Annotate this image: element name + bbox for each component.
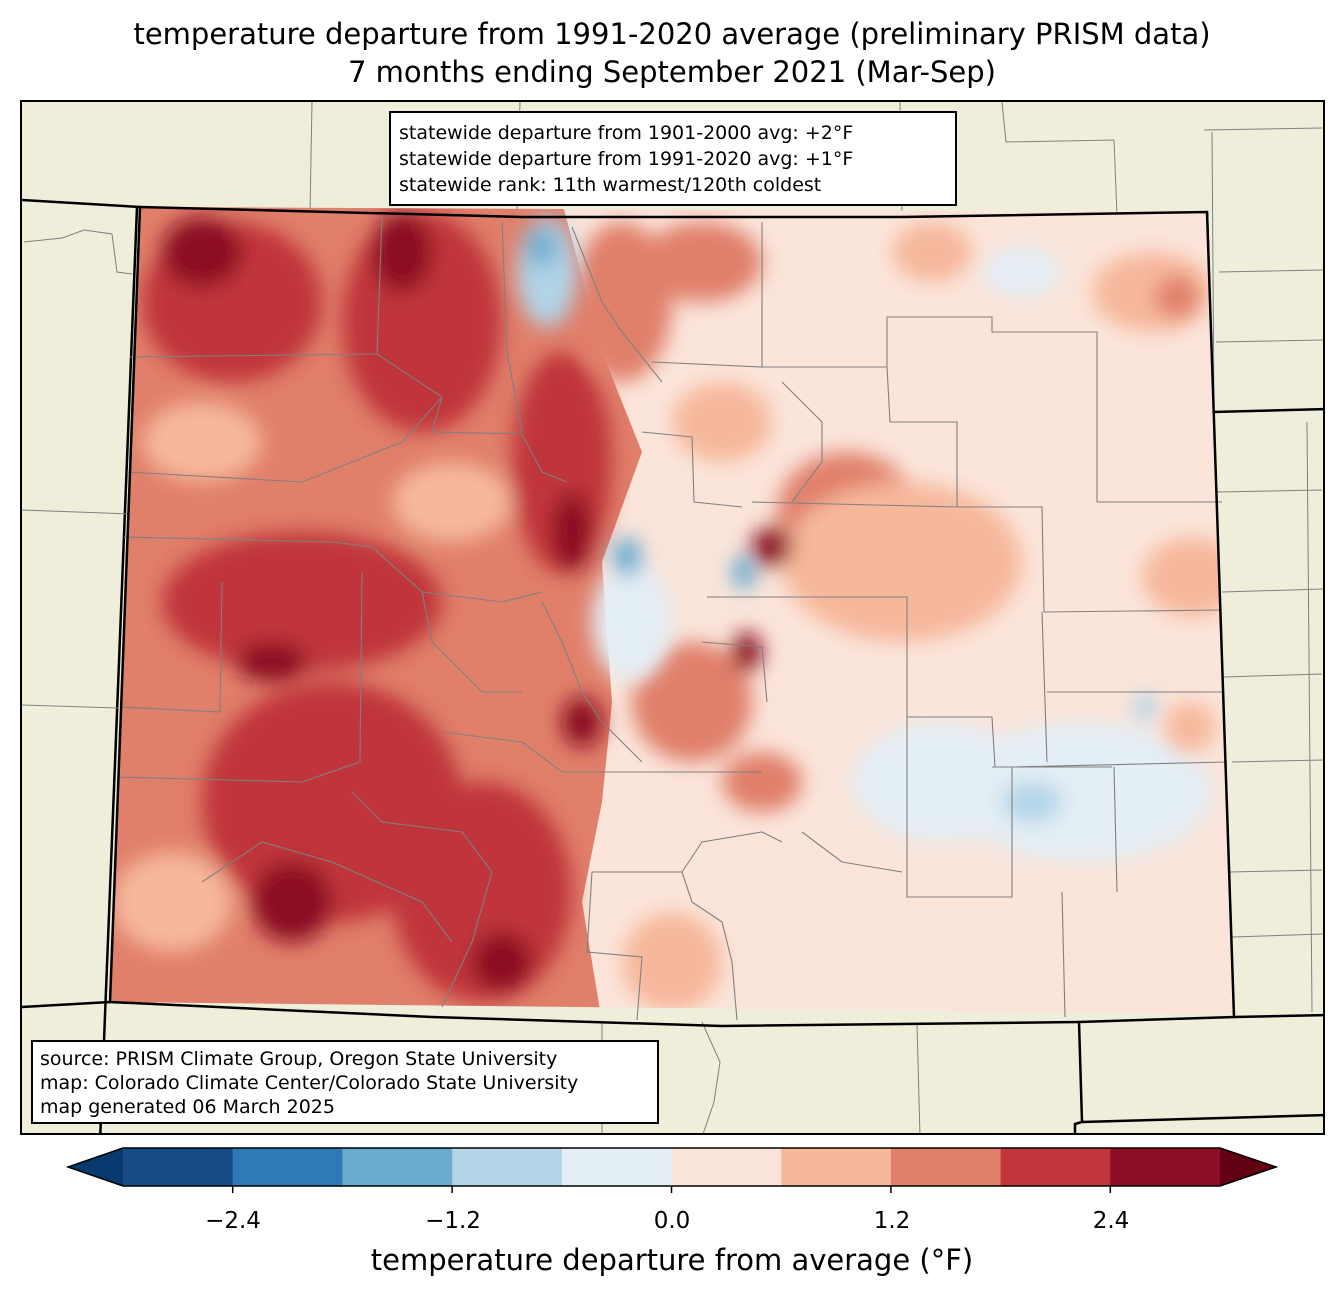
colorbar [66, 1147, 1278, 1193]
colorbar-under-arrow [68, 1148, 123, 1186]
colorbar-tick-label: −2.4 [205, 1208, 261, 1234]
colorado-temperature-map [22, 102, 1323, 1133]
colorado-border [108, 205, 1236, 1028]
colorbar-bin [671, 1148, 782, 1186]
colorbar-bin [1000, 1148, 1111, 1186]
map-subtitle: 7 months ending September 2021 (Mar-Sep) [348, 55, 996, 89]
colorbar-label: temperature departure from average (°F) [370, 1243, 974, 1277]
generated-date-line: map generated 06 March 2025 [40, 1096, 335, 1118]
source-credit-box: source: PRISM Climate Group, Oregon Stat… [31, 1040, 659, 1124]
statewide-stats-box: statewide departure from 1901-2000 avg: … [389, 111, 957, 206]
stats-rank: statewide rank: 11th warmest/120th colde… [399, 174, 822, 196]
colorbar-bin [452, 1148, 563, 1186]
colorbar-bin [123, 1148, 234, 1186]
temperature-field [110, 207, 1234, 1014]
source-line: source: PRISM Climate Group, Oregon Stat… [40, 1048, 558, 1070]
colorbar-tick-label: −1.2 [425, 1208, 481, 1234]
colorbar-tick-label: 0.0 [653, 1208, 691, 1234]
stats-1901-2000-departure: statewide departure from 1901-2000 avg: … [399, 122, 854, 144]
colorbar-bin [1110, 1148, 1221, 1186]
map-credit-line: map: Colorado Climate Center/Colorado St… [40, 1072, 579, 1094]
colorbar-tick-label: 2.4 [1092, 1208, 1130, 1234]
stats-1991-2020-departure: statewide departure from 1991-2020 avg: … [399, 148, 854, 170]
colorbar-over-arrow [1220, 1148, 1276, 1186]
colorbar-bin [561, 1148, 672, 1186]
map-panel [20, 100, 1325, 1135]
colorbar-bin [232, 1148, 343, 1186]
colorbar-bin [890, 1148, 1002, 1186]
map-title: temperature departure from 1991-2020 ave… [133, 17, 1211, 51]
colorbar-tick-label: 1.2 [873, 1208, 911, 1234]
colorbar-bin [781, 1148, 892, 1186]
colorbar-bin [342, 1148, 453, 1186]
county-lines [116, 216, 1228, 1021]
